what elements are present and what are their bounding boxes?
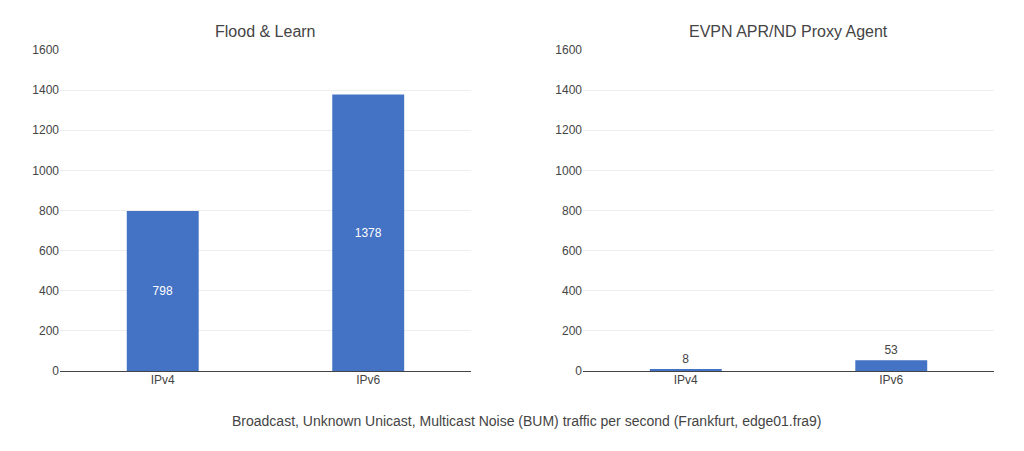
svg-text:1600: 1600 xyxy=(555,43,582,57)
svg-text:0: 0 xyxy=(52,364,59,378)
svg-text:8: 8 xyxy=(682,352,689,366)
svg-text:1400: 1400 xyxy=(32,83,59,97)
svg-text:800: 800 xyxy=(39,204,59,218)
svg-text:53: 53 xyxy=(884,343,898,357)
svg-text:IPv6: IPv6 xyxy=(356,373,380,387)
svg-text:800: 800 xyxy=(562,204,582,218)
svg-text:1600: 1600 xyxy=(32,43,59,57)
svg-text:1378: 1378 xyxy=(355,226,382,240)
svg-text:1200: 1200 xyxy=(555,123,582,137)
svg-text:200: 200 xyxy=(39,324,59,338)
svg-text:600: 600 xyxy=(562,244,582,258)
svg-text:400: 400 xyxy=(562,284,582,298)
svg-text:1000: 1000 xyxy=(555,164,582,178)
svg-text:Flood & Learn: Flood & Learn xyxy=(215,23,316,40)
svg-text:798: 798 xyxy=(153,284,173,298)
svg-text:0: 0 xyxy=(575,364,582,378)
svg-text:IPv4: IPv4 xyxy=(151,373,175,387)
svg-text:200: 200 xyxy=(562,324,582,338)
svg-text:1400: 1400 xyxy=(555,83,582,97)
svg-text:Broadcast, Unknown Unicast, Mu: Broadcast, Unknown Unicast, Multicast No… xyxy=(232,413,822,429)
svg-text:IPv6: IPv6 xyxy=(879,373,903,387)
svg-text:600: 600 xyxy=(39,244,59,258)
svg-text:1200: 1200 xyxy=(32,123,59,137)
svg-text:EVPN APR/ND Proxy Agent: EVPN APR/ND Proxy Agent xyxy=(689,23,888,40)
svg-text:IPv4: IPv4 xyxy=(674,373,698,387)
svg-text:400: 400 xyxy=(39,284,59,298)
svg-text:1000: 1000 xyxy=(32,164,59,178)
